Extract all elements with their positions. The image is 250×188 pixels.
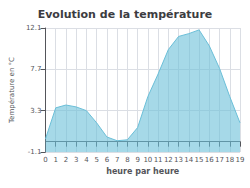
svg-text:9: 9 xyxy=(135,156,139,164)
svg-text:Evolution de la température: Evolution de la température xyxy=(38,8,213,21)
svg-text:Température en °C: Température en °C xyxy=(8,57,16,124)
svg-text:18: 18 xyxy=(225,156,234,164)
svg-text:16: 16 xyxy=(205,156,214,164)
svg-text:2: 2 xyxy=(64,156,68,164)
svg-text:heure par heure: heure par heure xyxy=(106,167,180,176)
svg-text:12.1: 12.1 xyxy=(26,24,42,32)
svg-text:7.7: 7.7 xyxy=(30,65,41,73)
svg-text:3.3: 3.3 xyxy=(30,107,41,115)
svg-text:1: 1 xyxy=(53,156,57,164)
svg-text:13: 13 xyxy=(174,156,183,164)
svg-text:17: 17 xyxy=(215,156,224,164)
svg-text:19: 19 xyxy=(236,156,245,164)
svg-text:6: 6 xyxy=(105,156,110,164)
svg-text:-1.1: -1.1 xyxy=(28,148,42,156)
svg-text:15: 15 xyxy=(195,156,204,164)
svg-text:4: 4 xyxy=(84,156,89,164)
svg-text:11: 11 xyxy=(154,156,163,164)
svg-text:3: 3 xyxy=(74,156,78,164)
svg-text:12: 12 xyxy=(164,156,173,164)
svg-text:14: 14 xyxy=(184,156,193,164)
svg-text:8: 8 xyxy=(125,156,129,164)
svg-text:7: 7 xyxy=(115,156,119,164)
svg-text:10: 10 xyxy=(143,156,152,164)
svg-text:0: 0 xyxy=(43,156,47,164)
svg-text:5: 5 xyxy=(94,156,98,164)
